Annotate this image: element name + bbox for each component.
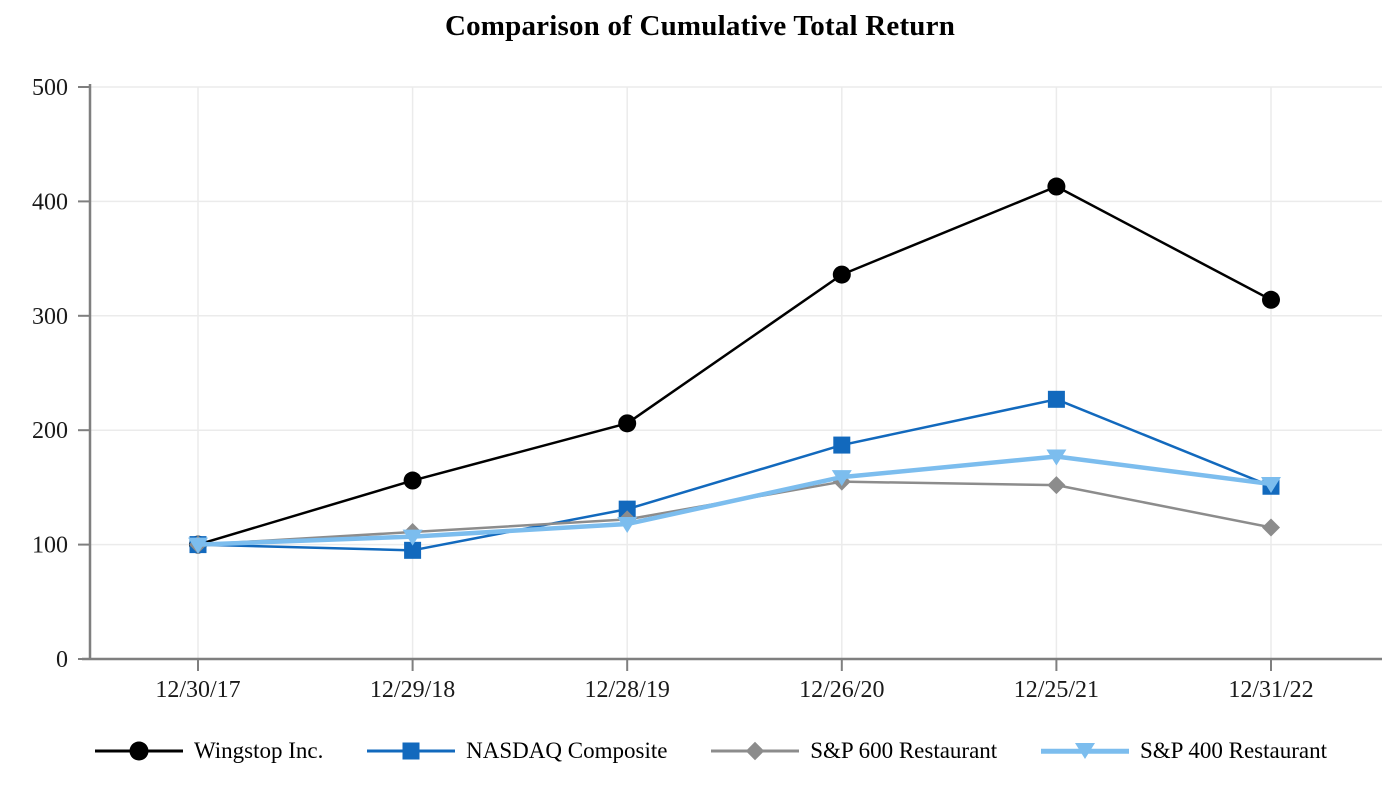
marker-wingstop-inc-2: [618, 414, 637, 433]
marker-s-p-400-restaurant-1: [402, 529, 423, 546]
x-tick-label-1: 12/29/18: [370, 677, 455, 703]
y-tick-label-100: 100: [32, 533, 68, 559]
marker-wingstop-inc-1: [403, 471, 422, 490]
legend-item-s-p-400-restaurant: S&P 400 Restaurant: [1040, 738, 1327, 764]
series-line-wingstop-inc: [197, 185, 1272, 546]
legend-label-s-p-400-restaurant: S&P 400 Restaurant: [1139, 738, 1327, 763]
legend-square-icon: [402, 742, 420, 760]
y-tick-label-400: 400: [32, 189, 68, 215]
series-line-s-p-400-restaurant: [197, 454, 1272, 547]
chart-title: Comparison of Cumulative Total Return: [444, 10, 956, 42]
marker-s-p-600-restaurant-5: [1262, 518, 1280, 537]
y-tick-label-200: 200: [32, 418, 68, 444]
x-tick-label-3: 12/26/20: [799, 677, 884, 703]
x-tick-label-5: 12/31/22: [1228, 677, 1313, 703]
marker-nasdaq-composite-4: [1047, 390, 1065, 408]
legend-label-wingstop-inc: Wingstop Inc.: [194, 738, 324, 763]
legend-label-s-p-600-restaurant: S&P 600 Restaurant: [810, 738, 998, 763]
legend-label-nasdaq-composite: NASDAQ Composite: [466, 738, 668, 763]
series-line-nasdaq-composite: [197, 398, 1272, 552]
chart-canvas: 0 100 200 300 400 500 12/30/17 12/29/18 12/28/19…: [32, 75, 1382, 703]
y-tick-label-300: 300: [32, 304, 68, 330]
marker-nasdaq-composite-1: [404, 541, 422, 559]
y-tick-label-0: 0: [56, 647, 68, 673]
x-tick-label-2: 12/28/19: [585, 677, 670, 703]
legend-swatch-s-p-400-restaurant: [1040, 739, 1129, 763]
legend-swatch-nasdaq-composite: [367, 739, 456, 763]
x-tick-label-0: 12/30/17: [155, 677, 240, 703]
marker-wingstop-inc-5: [1262, 290, 1280, 309]
y-tick-label-500: 500: [32, 75, 68, 101]
legend-swatch-wingstop-inc: [95, 739, 183, 763]
chart-legend: Wingstop Inc. NASDAQ Composite S&P 600 Res…: [95, 738, 1327, 764]
series-line-s-p-600-restaurant: [197, 480, 1272, 546]
marker-nasdaq-composite-2: [618, 500, 636, 518]
legend-swatch-s-p-600-restaurant: [711, 739, 800, 763]
legend-triangle-down-icon: [1074, 743, 1095, 759]
marker-nasdaq-composite-3: [833, 436, 851, 454]
marker-wingstop-inc-3: [832, 265, 851, 284]
marker-s-p-400-restaurant-4: [1046, 449, 1067, 466]
marker-s-p-400-restaurant-5: [1261, 476, 1281, 493]
marker-s-p-400-restaurant-0: [188, 537, 208, 554]
legend-circle-icon: [129, 741, 149, 761]
legend-item-nasdaq-composite: NASDAQ Composite: [367, 738, 667, 764]
legend-diamond-icon: [746, 741, 765, 761]
legend-item-s-p-600-restaurant: S&P 600 Restaurant: [711, 738, 997, 764]
legend-item-wingstop-inc: Wingstop Inc.: [95, 738, 323, 764]
x-tick-label-4: 12/25/21: [1014, 677, 1099, 703]
marker-s-p-400-restaurant-2: [617, 517, 638, 534]
marker-s-p-400-restaurant-3: [831, 470, 852, 487]
marker-wingstop-inc-4: [1047, 177, 1066, 196]
marker-s-p-600-restaurant-4: [1047, 476, 1066, 495]
